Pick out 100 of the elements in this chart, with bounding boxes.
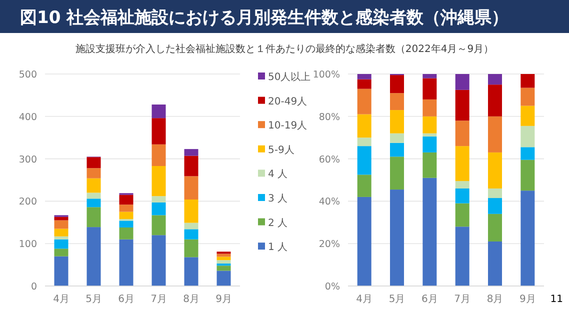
- bar: [54, 228, 68, 236]
- y-tick-label: 0: [30, 282, 37, 292]
- bar: [216, 266, 231, 271]
- bar: [184, 200, 198, 223]
- bar: [390, 156, 404, 190]
- bar: [86, 168, 101, 178]
- bar: [488, 116, 502, 152]
- bar: [184, 156, 198, 176]
- bar: [455, 188, 470, 204]
- bar: [184, 176, 198, 200]
- x-tick-label: 6月: [421, 294, 438, 305]
- bar: [86, 157, 101, 168]
- bar: [488, 84, 502, 116]
- bar: [520, 147, 535, 160]
- bar: [152, 215, 166, 236]
- bar: [488, 74, 502, 85]
- y-tick-label: 200: [18, 196, 37, 208]
- bar: [86, 198, 101, 208]
- bar: [119, 227, 134, 240]
- bar: [455, 90, 470, 121]
- bar: [184, 149, 198, 156]
- bar: [152, 104, 166, 118]
- bar: [488, 152, 502, 188]
- legend-label: 4 人: [268, 169, 288, 180]
- bar: [520, 88, 535, 106]
- bar: [520, 106, 535, 126]
- bar: [520, 126, 535, 148]
- bar: [422, 78, 437, 100]
- bar: [357, 174, 372, 197]
- bar: [152, 118, 166, 144]
- x-tick-label: 9月: [519, 294, 536, 305]
- bar: [152, 144, 166, 166]
- y-tick-label: 60%: [318, 154, 340, 166]
- text: 11: [550, 294, 563, 305]
- bar: [357, 79, 372, 89]
- y-tick-label: 0%: [324, 282, 340, 292]
- bar: [119, 239, 134, 286]
- bar: [520, 74, 535, 88]
- bar: [216, 256, 231, 260]
- bar: [488, 214, 502, 242]
- x-tick-label: 8月: [183, 294, 200, 305]
- y-tick-label: 300: [18, 154, 37, 166]
- bar: [119, 194, 134, 205]
- y-tick-label: 20%: [318, 239, 340, 250]
- bar: [119, 212, 134, 220]
- bar: [54, 248, 68, 256]
- bar: [488, 241, 502, 286]
- legend-label: 10-19人: [268, 120, 308, 132]
- bar: [119, 204, 134, 212]
- x-tick-label: 6月: [118, 294, 134, 305]
- y-tick-label: 80%: [318, 112, 340, 123]
- bar: [54, 220, 68, 229]
- x-tick-label: 7月: [454, 294, 471, 305]
- bar: [184, 229, 198, 240]
- bar: [357, 114, 372, 138]
- bar: [488, 188, 502, 198]
- bar: [184, 222, 198, 230]
- bar: [357, 146, 372, 175]
- legend-label: 20-49人: [268, 96, 308, 108]
- bar: [152, 202, 166, 216]
- bar: [357, 74, 372, 80]
- bar: [520, 160, 535, 191]
- y-tick-label: 40%: [318, 196, 340, 208]
- bar: [390, 190, 404, 286]
- bar: [422, 116, 437, 134]
- bar: [390, 110, 404, 134]
- bar: [152, 196, 166, 202]
- bar: [357, 138, 372, 146]
- x-tick-label: 4月: [53, 294, 70, 305]
- bar: [455, 203, 470, 227]
- bar: [86, 207, 101, 228]
- bar: [357, 196, 372, 286]
- bar: [86, 178, 101, 193]
- bar: [119, 220, 134, 228]
- bar: [357, 88, 372, 114]
- bar: [184, 257, 198, 286]
- bar: [390, 142, 404, 157]
- bar: [455, 226, 470, 286]
- bar: [216, 270, 231, 286]
- bar: [422, 136, 437, 152]
- bar: [422, 133, 437, 137]
- bar: [422, 74, 437, 78]
- bar: [54, 239, 68, 249]
- y-tick-label: 500: [18, 70, 37, 80]
- bar: [152, 166, 166, 196]
- bar: [216, 260, 231, 264]
- x-tick-label: 4月: [356, 294, 373, 305]
- legend-label: 2 人: [268, 218, 288, 229]
- x-tick-label: 8月: [486, 294, 504, 305]
- bar: [455, 74, 470, 90]
- legend-label: 5-9人: [268, 144, 294, 156]
- bar: [54, 256, 68, 286]
- bar: [390, 93, 404, 110]
- bar: [184, 239, 198, 258]
- bar: [422, 152, 437, 178]
- y-tick-label: 100: [18, 239, 37, 250]
- x-tick-label: 5月: [86, 294, 102, 305]
- legend-label: 50人以上: [268, 71, 311, 83]
- bar: [455, 181, 470, 188]
- bar: [455, 146, 470, 182]
